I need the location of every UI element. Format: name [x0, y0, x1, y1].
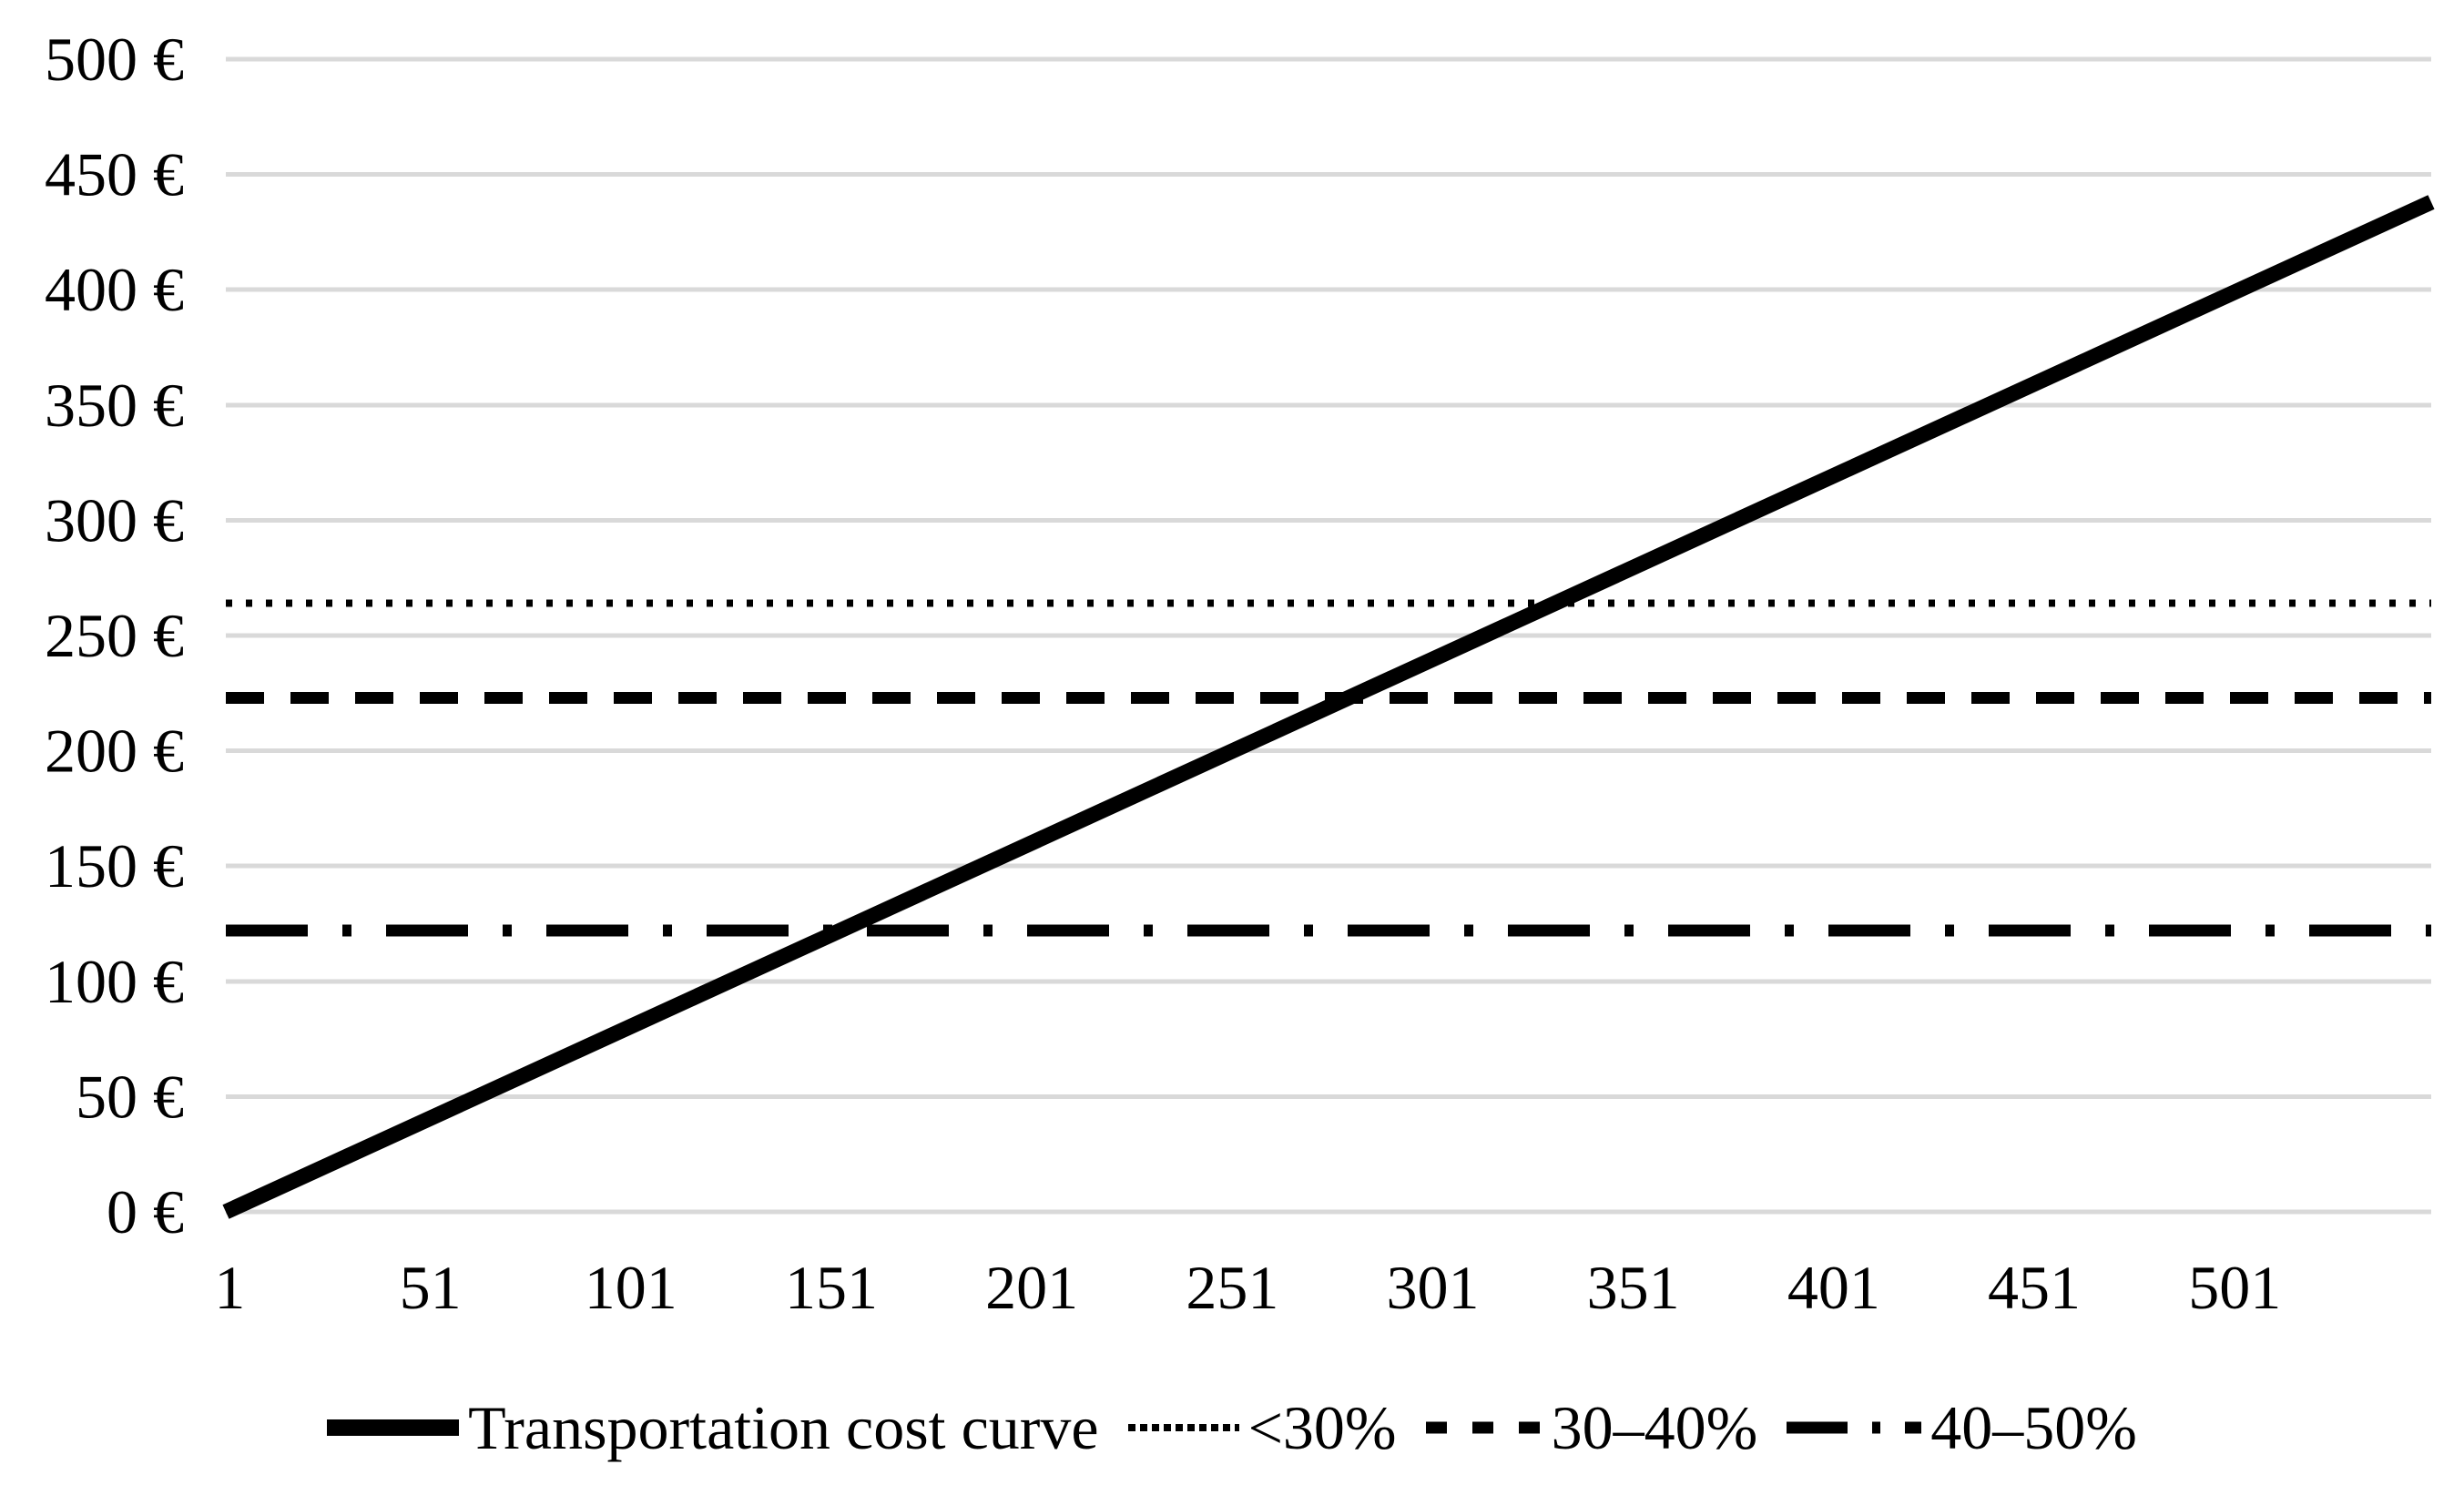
chart-legend: Transportation cost curve <30% 30–40% 40–50… — [0, 1388, 2464, 1468]
x-axis-label: 301 — [1386, 1253, 1479, 1322]
y-axis-label: 0 € — [107, 1177, 184, 1246]
x-axis-label: 501 — [2188, 1253, 2281, 1322]
x-axis-label: 201 — [985, 1253, 1078, 1322]
legend-label: <30% — [1247, 1393, 1397, 1462]
x-axis-label: 1 — [214, 1253, 245, 1322]
series-line-solid — [222, 195, 2435, 1219]
legend-label: Transportation cost curve — [468, 1393, 1099, 1462]
legend-marker-dotted-line-icon — [1127, 1424, 1239, 1431]
y-axis-label: 250 € — [45, 601, 184, 670]
x-axis-label: 151 — [785, 1253, 878, 1322]
legend-item-solid: Transportation cost curve — [327, 1391, 1099, 1464]
x-axis-label: 101 — [585, 1253, 677, 1322]
x-axis-label: 51 — [400, 1253, 462, 1322]
legend-marker-solid-line-icon — [327, 1419, 460, 1436]
legend-label: 40–50% — [1930, 1393, 2137, 1462]
y-axis-label: 400 € — [45, 255, 184, 324]
legend-item-dashdot: 40–50% — [1787, 1391, 2137, 1464]
y-axis-label: 200 € — [45, 717, 184, 786]
y-axis-label: 500 € — [45, 25, 184, 94]
legend-marker-dashed-line-icon — [1425, 1421, 1543, 1434]
x-axis-label: 401 — [1787, 1253, 1880, 1322]
x-axis-label: 451 — [1988, 1253, 2081, 1322]
legend-item-dashed: 30–40% — [1425, 1391, 1758, 1464]
y-axis-label: 350 € — [45, 371, 184, 440]
y-axis-label: 100 € — [45, 947, 184, 1016]
y-axis-label: 450 € — [45, 140, 184, 209]
y-axis-label: 50 € — [76, 1062, 184, 1131]
y-axis-label: 300 € — [45, 485, 184, 554]
x-axis-label: 251 — [1186, 1253, 1278, 1322]
legend-label: 30–40% — [1551, 1393, 1758, 1462]
y-axis-label: 150 € — [45, 831, 184, 900]
legend-item-dotted: <30% — [1127, 1391, 1397, 1464]
x-axis-label: 351 — [1587, 1253, 1680, 1322]
legend-marker-dashdot-line-icon — [1787, 1421, 1922, 1434]
